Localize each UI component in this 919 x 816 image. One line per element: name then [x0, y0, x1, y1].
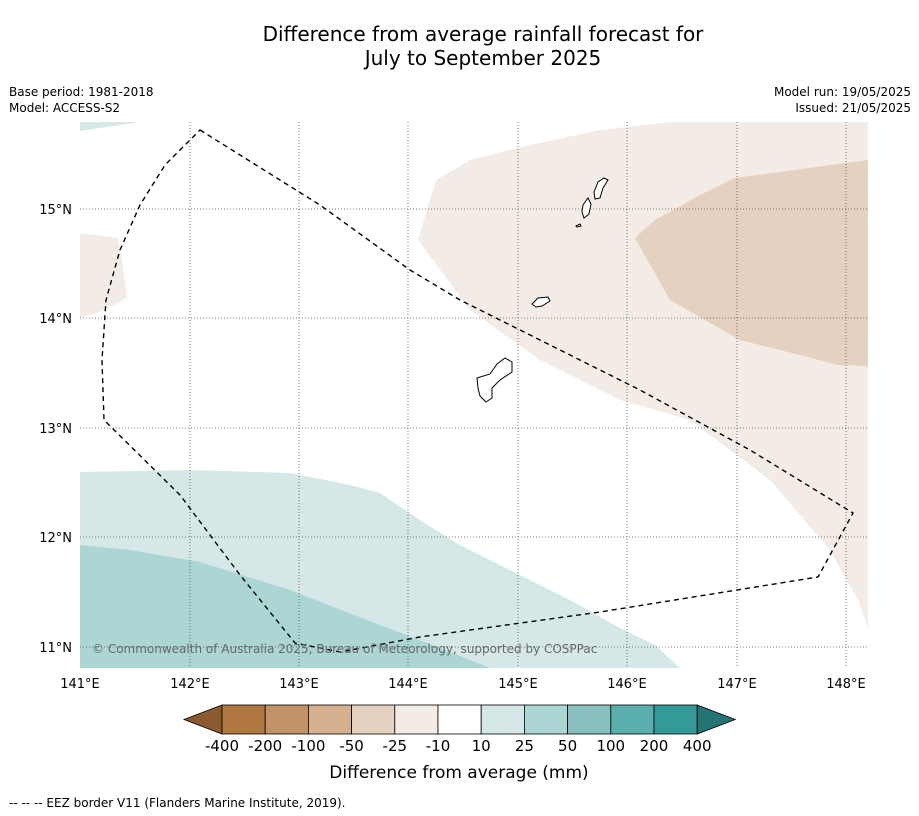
- colorbar-labels: -400 -200 -100 -50 -25 -10 10 25 50 100 200 400: [205, 737, 712, 755]
- island-rota: [531, 296, 551, 308]
- colorbar-extend-high: [696, 704, 737, 735]
- colorbar-tick-label: 50: [558, 737, 577, 755]
- colorbar-tick-label: -25: [383, 737, 408, 755]
- lon-tick: 144°E: [388, 677, 428, 692]
- lon-tick: 141°E: [60, 677, 100, 692]
- colorbar-tick-label: -200: [248, 737, 282, 755]
- lon-tick: 142°E: [170, 677, 210, 692]
- colorbar-tick-label: 25: [515, 737, 534, 755]
- model-name: Model: ACCESS-S2: [9, 101, 121, 115]
- colorbar-tick-label: 100: [596, 737, 625, 755]
- model-run: Model run: 19/05/2025: [773, 85, 911, 99]
- lat-tick: 12°N: [39, 531, 72, 546]
- colorbar-tick-label: -400: [205, 737, 239, 755]
- lon-tick: 145°E: [498, 677, 538, 692]
- contour-wet-medium: [80, 545, 490, 668]
- footer-note: -- -- -- EEZ border V11 (Flanders Marine…: [9, 796, 346, 810]
- lat-tick: 15°N: [39, 203, 72, 218]
- eez-border: [101, 129, 854, 653]
- title-line-2: July to September 2025: [364, 46, 602, 70]
- colorbar-tick-label: 400: [683, 737, 712, 755]
- map-area: © Commonwealth of Australia 2025, Bureau…: [80, 122, 868, 668]
- colorbar-segment: [567, 704, 612, 735]
- colorbar-extend-low: [182, 704, 223, 735]
- lon-tick: 143°E: [279, 677, 319, 692]
- latitude-ticks: 15°N 14°N 13°N 12°N 11°N: [39, 203, 72, 656]
- colorbar-tick-label: -10: [426, 737, 451, 755]
- colorbar-tick-label: -100: [291, 737, 325, 755]
- colorbar-tick-label: 200: [640, 737, 669, 755]
- lat-tick: 14°N: [39, 312, 72, 327]
- island-guam: [476, 357, 513, 403]
- island-aguijan: [575, 223, 582, 228]
- title-line-1: Difference from average rainfall forecas…: [262, 22, 704, 46]
- base-period: Base period: 1981-2018: [9, 85, 154, 99]
- longitude-ticks: 141°E 142°E 143°E 144°E 145°E 146°E 147°…: [60, 677, 866, 692]
- lat-tick: 13°N: [39, 422, 72, 437]
- colorbar: [182, 704, 737, 735]
- colorbar-segment: [480, 704, 525, 735]
- islands: [476, 177, 609, 403]
- colorbar-segment: [610, 704, 655, 735]
- colorbar-segment: [351, 704, 396, 735]
- colorbar-segment: [307, 704, 352, 735]
- gridlines: [80, 122, 868, 668]
- lon-tick: 147°E: [717, 677, 757, 692]
- map-title: Difference from average rainfall forecas…: [0, 22, 919, 70]
- island-tinian: [581, 197, 592, 219]
- issued-date: Issued: 21/05/2025: [795, 101, 911, 115]
- colorbar-tick-label: -50: [339, 737, 364, 755]
- contour-dry-medium: [635, 160, 868, 366]
- colorbar-segment: [264, 704, 309, 735]
- contour-wet-corner: [80, 122, 140, 131]
- contour-dry-west: [80, 233, 127, 318]
- island-saipan: [593, 177, 609, 200]
- colorbar-tick-label: 10: [472, 737, 491, 755]
- lon-tick: 146°E: [607, 677, 647, 692]
- copyright-text: © Commonwealth of Australia 2025, Bureau…: [92, 642, 597, 656]
- colorbar-segment: [437, 704, 482, 735]
- meta-left: Base period: 1981-2018 Model: ACCESS-S2: [9, 84, 154, 116]
- meta-right: Model run: 19/05/2025 Issued: 21/05/2025: [774, 84, 911, 116]
- lon-tick: 148°E: [826, 677, 866, 692]
- colorbar-segment: [653, 704, 698, 735]
- colorbar-segment: [524, 704, 569, 735]
- colorbar-title: Difference from average (mm): [329, 763, 588, 783]
- lat-tick: 11°N: [39, 641, 72, 656]
- colorbar-segment: [394, 704, 439, 735]
- colorbar-segment: [221, 704, 266, 735]
